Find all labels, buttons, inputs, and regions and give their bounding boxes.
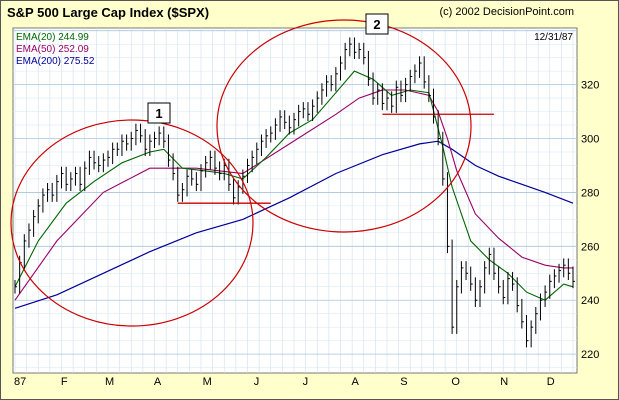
y-tick-label: 300: [581, 134, 599, 146]
x-tick-label: J: [254, 376, 259, 388]
x-tick-label: A: [154, 376, 162, 388]
grid: [13, 28, 577, 373]
y-tick-label: 220: [581, 349, 599, 361]
legend-entry: EMA(50) 252.09: [16, 44, 89, 55]
callout-label-1: 1: [155, 106, 162, 121]
x-tick-label: F: [61, 376, 68, 388]
ema200-line: [14, 140, 574, 309]
legend-entry: EMA(20) 244.99: [16, 32, 89, 43]
chart-title: S&P 500 Large Cap Index ($SPX): [7, 5, 210, 20]
x-tick-label: S: [400, 376, 407, 388]
plot-background: [12, 27, 578, 374]
ema20-line: [14, 70, 574, 301]
y-tick-label: 280: [581, 187, 599, 199]
plot-area: [12, 27, 578, 374]
callout-label-2: 2: [373, 17, 380, 32]
series-layer: [14, 37, 575, 348]
y-tick-label: 260: [581, 241, 599, 253]
x-tick-label: M: [203, 376, 212, 388]
x-tick-label: 87: [14, 376, 26, 388]
x-tick-label: M: [105, 376, 114, 388]
highlight-circle-1: [10, 119, 254, 327]
x-tick-label: O: [451, 376, 460, 388]
x-tick-label: N: [500, 376, 508, 388]
annotation-layer: 12: [10, 13, 494, 327]
legend-entry: EMA(200) 275.52: [16, 56, 95, 67]
y-tick-label: 240: [581, 295, 599, 307]
copyright-note: (c) 2002 DecisionPoint.com: [439, 6, 574, 18]
x-tick-label: D: [547, 376, 555, 388]
callout-box-2: [365, 13, 389, 35]
axes: 220 240 260 280 300 320 87 F M A M J J A S O N D EMA(20) 2…: [14, 32, 599, 388]
x-tick-label: J: [303, 376, 309, 388]
x-tick-label: A: [351, 376, 359, 388]
callout-box-1: [147, 102, 171, 124]
date-label: 12/31/87: [534, 32, 573, 43]
y-tick-label: 320: [581, 80, 599, 92]
highlight-circle-2: [216, 19, 472, 233]
